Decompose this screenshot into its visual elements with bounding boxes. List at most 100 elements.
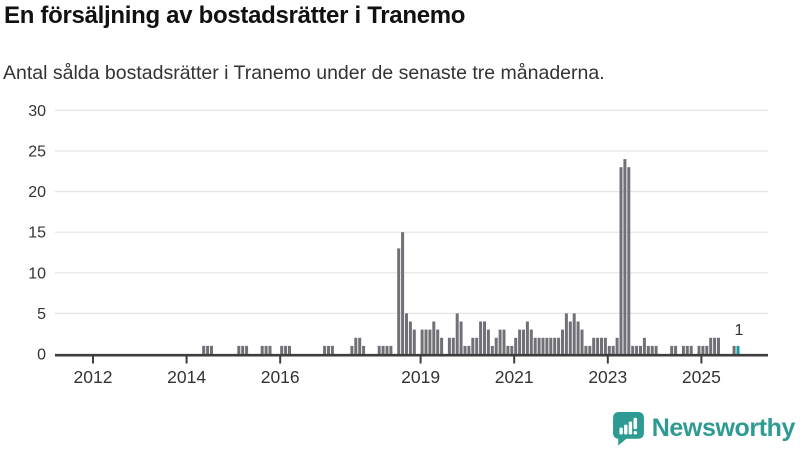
- x-tick-label: 2025: [682, 367, 721, 387]
- bar: [541, 337, 545, 354]
- bar: [717, 337, 720, 354]
- bar: [323, 345, 327, 354]
- y-tick-label: 10: [28, 265, 46, 282]
- bar: [385, 345, 389, 354]
- bar: [650, 345, 654, 354]
- bar: [405, 313, 408, 354]
- bar: [483, 321, 486, 354]
- newsworthy-bubble-icon: [612, 412, 644, 446]
- bar: [568, 321, 572, 354]
- highlighted-bar: [736, 345, 740, 354]
- bar: [436, 329, 440, 354]
- bar: [603, 337, 607, 354]
- bar: [245, 345, 249, 354]
- bar: [498, 329, 502, 354]
- bar: [455, 313, 459, 354]
- bar: [615, 337, 619, 354]
- bar: [264, 345, 268, 354]
- x-tick-label: 2014: [167, 367, 206, 387]
- bar: [389, 345, 393, 354]
- bar: [479, 321, 483, 354]
- bar: [459, 321, 463, 354]
- bar: [494, 337, 498, 354]
- newsworthy-logo[interactable]: Newsworthy: [612, 411, 795, 446]
- bar: [510, 345, 514, 354]
- bar: [514, 337, 518, 354]
- bar: [681, 345, 685, 354]
- x-tick-label: 2019: [401, 367, 440, 387]
- bar: [432, 321, 436, 354]
- bar: [674, 345, 678, 354]
- bar: [689, 345, 693, 354]
- bar: [596, 337, 600, 354]
- bar: [635, 345, 639, 354]
- bar: [557, 337, 561, 354]
- y-tick-label: 5: [37, 306, 46, 323]
- x-tick-label: 2012: [74, 367, 113, 387]
- bar: [447, 337, 451, 354]
- x-tick-label: 2023: [588, 367, 627, 387]
- x-tick-label: 2016: [261, 367, 300, 387]
- bar: [705, 345, 709, 354]
- bar: [642, 337, 646, 354]
- bar: [697, 345, 701, 354]
- bar: [362, 345, 366, 354]
- bar: [330, 345, 334, 354]
- bar: [412, 329, 416, 354]
- y-tick-label: 0: [37, 347, 46, 364]
- bar: [572, 313, 576, 354]
- bar: [627, 167, 631, 354]
- bar: [580, 329, 584, 354]
- page-title: En försäljning av bostadsrätter i Tranem…: [4, 2, 466, 29]
- bar: [440, 337, 444, 354]
- bar: [463, 345, 467, 354]
- bar: [451, 337, 455, 354]
- bar: [210, 345, 213, 354]
- bar: [522, 329, 525, 354]
- bar: [268, 345, 272, 354]
- bar: [350, 345, 354, 354]
- bar: [280, 345, 284, 354]
- bar: [202, 345, 206, 354]
- newsworthy-logo-text: Newsworthy: [651, 414, 796, 442]
- bar: [284, 345, 288, 354]
- y-tick-label: 20: [28, 184, 46, 201]
- x-tick-label: 2021: [495, 367, 534, 387]
- y-tick-label: 30: [28, 103, 46, 120]
- bar: [467, 345, 471, 354]
- bar: [237, 345, 241, 354]
- bar: [486, 329, 490, 354]
- bar: [490, 345, 494, 354]
- bar: [709, 337, 713, 354]
- bar: [358, 337, 362, 354]
- bar: [713, 337, 717, 354]
- bar: [420, 329, 424, 354]
- y-tick-label: 25: [28, 144, 46, 161]
- bar: [397, 248, 401, 354]
- bar: [685, 345, 689, 354]
- bar: [206, 345, 210, 354]
- bar: [545, 337, 549, 354]
- bar: [588, 345, 592, 354]
- bar: [639, 345, 642, 354]
- bar: [553, 337, 557, 354]
- bar: [564, 313, 568, 354]
- bar: [381, 345, 385, 354]
- bar: [506, 345, 510, 354]
- bar: [600, 337, 603, 354]
- bar: [424, 329, 428, 354]
- bar: [537, 337, 541, 354]
- bar: [260, 345, 264, 354]
- bar: [475, 337, 479, 354]
- bar: [646, 345, 650, 354]
- bar: [471, 337, 475, 354]
- bar: [327, 345, 330, 354]
- bar: [670, 345, 674, 354]
- bar: [288, 345, 291, 354]
- bar: [631, 345, 635, 354]
- bar: [428, 329, 432, 354]
- chart-subtitle: Antal sålda bostadsrätter i Tranemo unde…: [3, 62, 605, 84]
- bar: [241, 345, 245, 354]
- bar: [584, 345, 588, 354]
- last-bar-value-label: 1: [735, 322, 744, 339]
